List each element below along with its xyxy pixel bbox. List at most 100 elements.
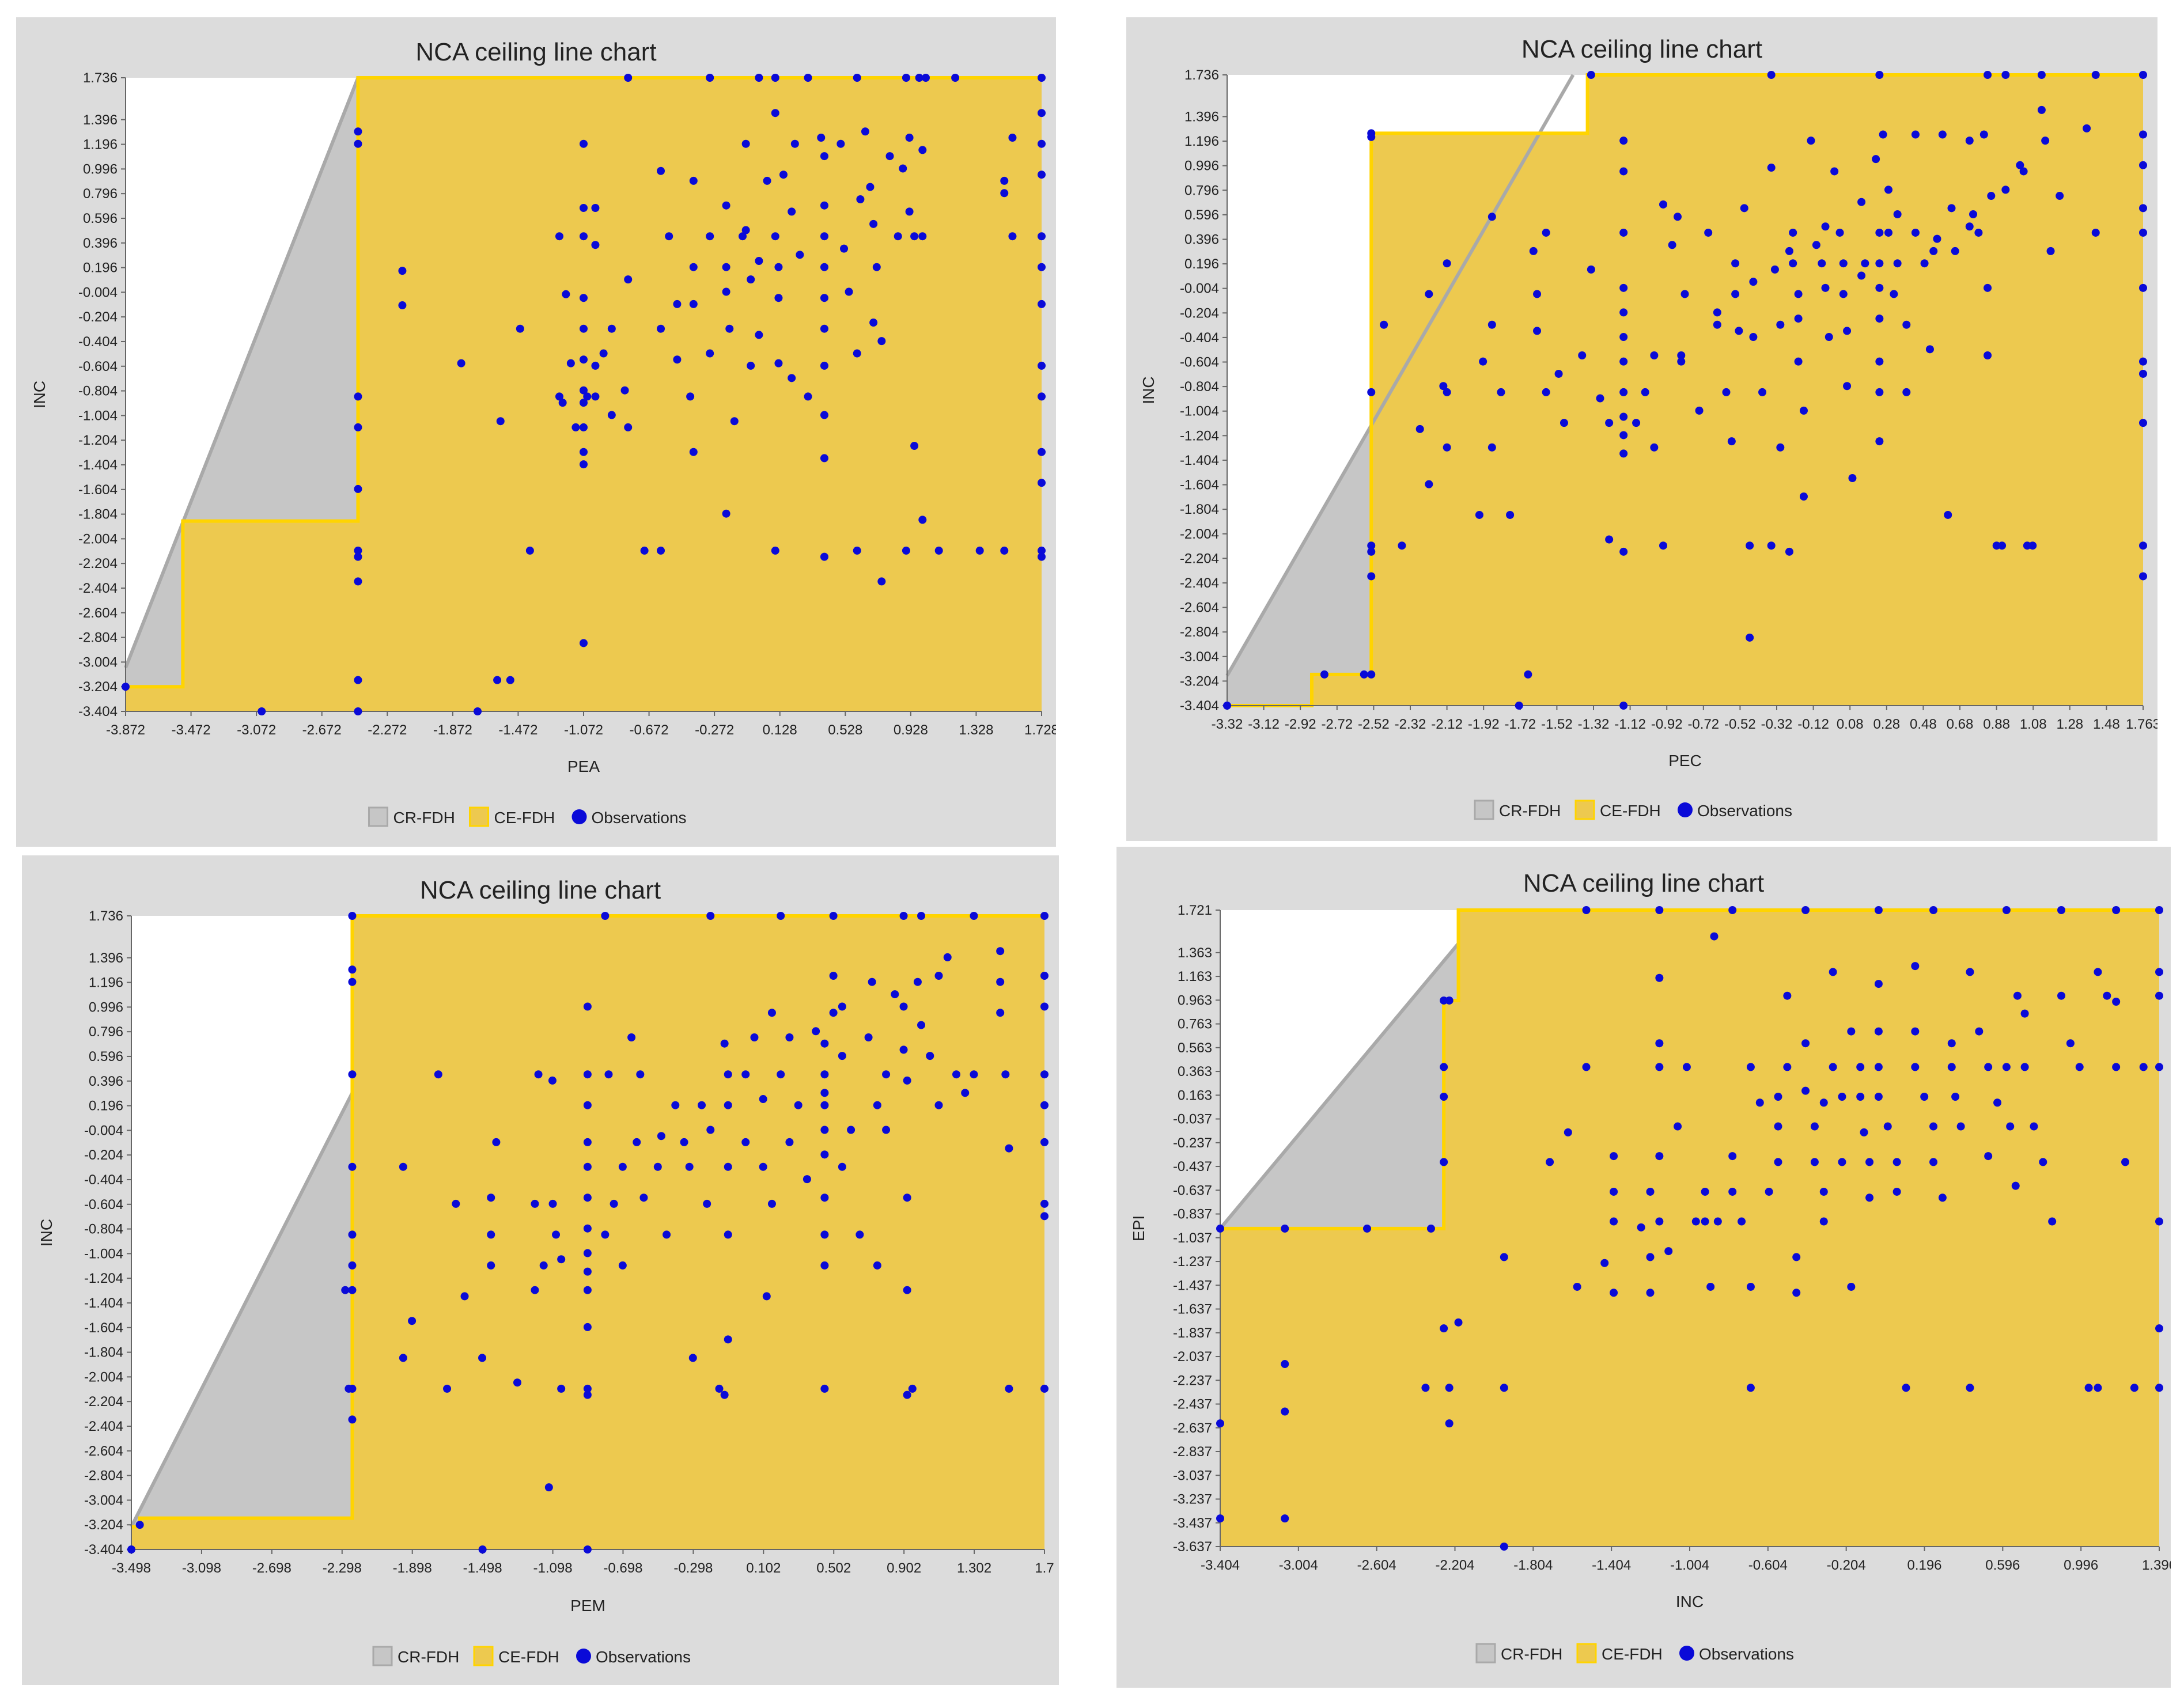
observation-point: [725, 324, 734, 333]
observation-point: [640, 546, 649, 555]
observation-point: [1475, 510, 1483, 519]
y-tick-label: 0.796: [1184, 183, 1219, 198]
x-tick-label: -3.12: [1248, 717, 1280, 732]
y-tick-label: 0.996: [83, 161, 118, 177]
x-tick-label: 0.68: [1947, 717, 1974, 732]
observation-point: [1746, 633, 1754, 642]
observation-point: [845, 287, 853, 296]
observation-point: [348, 912, 357, 920]
observation-point: [1829, 968, 1837, 976]
x-tick-label: 0.996: [2064, 1558, 2098, 1573]
observation-point: [1819, 1098, 1828, 1107]
observation-point: [657, 166, 665, 175]
ce-fdh-region: [1220, 910, 2159, 1547]
x-tick-label: 0.48: [1910, 717, 1937, 732]
x-tick-label: 1.396: [2142, 1558, 2171, 1573]
observation-point: [910, 232, 919, 241]
observation-point: [1774, 1122, 1782, 1131]
chart-title: NCA ceiling line chart: [1523, 869, 1764, 897]
y-tick-label: -0.804: [78, 384, 118, 399]
x-axis-label: PEM: [570, 1597, 605, 1615]
observation-point: [918, 146, 927, 154]
y-tick-label: -2.437: [1173, 1397, 1212, 1412]
y-tick-label: -3.004: [84, 1492, 123, 1508]
observation-point: [996, 977, 1005, 986]
observation-point: [785, 1138, 794, 1146]
y-tick-label: -1.404: [84, 1295, 123, 1311]
observation-point: [610, 1199, 618, 1208]
observation-point: [1799, 492, 1808, 501]
y-tick-label: -1.804: [84, 1345, 123, 1361]
y-tick-label: -0.804: [84, 1222, 123, 1237]
y-tick-label: -3.404: [84, 1542, 123, 1558]
x-tick-label: -0.12: [1797, 717, 1829, 732]
observation-point: [1746, 541, 1754, 550]
observation-point: [755, 257, 763, 266]
x-tick-label: -0.52: [1724, 717, 1756, 732]
observation-point: [2075, 1063, 2084, 1071]
observation-point: [1506, 510, 1515, 519]
observation-point: [1830, 167, 1839, 176]
y-tick-label: 0.596: [83, 211, 118, 226]
observation-point: [2020, 1063, 2029, 1071]
observation-point: [902, 74, 910, 82]
observation-point: [1794, 290, 1803, 298]
observation-point: [2155, 991, 2163, 1000]
observation-point: [657, 1132, 665, 1141]
y-tick-label: -3.237: [1173, 1492, 1212, 1507]
observation-point: [348, 977, 357, 986]
legend-swatch-ce-fdh: [473, 1646, 494, 1666]
observation-point: [2046, 247, 2055, 255]
observation-point: [1749, 333, 1758, 342]
observation-point: [618, 1162, 627, 1171]
observation-point: [1619, 308, 1628, 317]
observation-point: [1911, 228, 1920, 237]
observation-point: [1682, 1063, 1691, 1071]
observation-point: [869, 219, 878, 228]
y-tick-label: -1.804: [1180, 502, 1219, 517]
observation-point: [1038, 139, 1046, 148]
observation-point: [1938, 130, 1947, 139]
observation-point: [580, 139, 588, 148]
observation-point: [1038, 109, 1046, 118]
observation-point: [762, 1292, 771, 1301]
observation-point: [1984, 351, 1992, 359]
observation-point: [872, 263, 881, 271]
observation-point: [591, 361, 600, 370]
legend-label-observations: Observations: [1699, 1645, 1794, 1663]
observation-point: [1856, 1092, 1865, 1101]
observation-point: [1847, 1027, 1856, 1036]
observation-point: [1362, 1224, 1371, 1233]
x-tick-label: -0.92: [1651, 717, 1683, 732]
observation-point: [1865, 1158, 1874, 1166]
observation-point: [1765, 1187, 1773, 1196]
observation-point: [1560, 419, 1568, 427]
observation-point: [1825, 333, 1833, 342]
y-tick-label: 0.196: [83, 260, 118, 276]
observation-point: [1875, 228, 1884, 237]
observation-point: [1911, 962, 1920, 971]
y-tick-label: -2.004: [84, 1369, 123, 1385]
observation-point: [636, 1070, 645, 1079]
observation-point: [1515, 702, 1523, 710]
observation-point: [618, 1261, 627, 1270]
observation-point: [399, 1354, 407, 1362]
x-tick-label: 1.08: [2020, 717, 2047, 732]
y-tick-label: -2.404: [78, 581, 118, 596]
observation-point: [703, 1199, 711, 1208]
x-tick-label: -3.872: [106, 722, 145, 738]
observation-point: [1735, 327, 1743, 335]
observation-point: [1000, 546, 1009, 555]
y-tick-label: -0.237: [1173, 1135, 1212, 1151]
x-tick-label: -2.204: [1435, 1558, 1474, 1573]
y-tick-label: 1.396: [89, 950, 123, 966]
observation-point: [1860, 1128, 1868, 1136]
observation-point: [1655, 973, 1664, 982]
y-tick-label: -3.404: [78, 704, 118, 719]
observation-point: [1040, 1138, 1049, 1146]
observation-point: [1728, 906, 1737, 914]
observation-point: [1911, 130, 1920, 139]
observation-point: [1487, 213, 1496, 221]
observation-point: [1789, 259, 1797, 268]
observation-point: [853, 74, 861, 82]
